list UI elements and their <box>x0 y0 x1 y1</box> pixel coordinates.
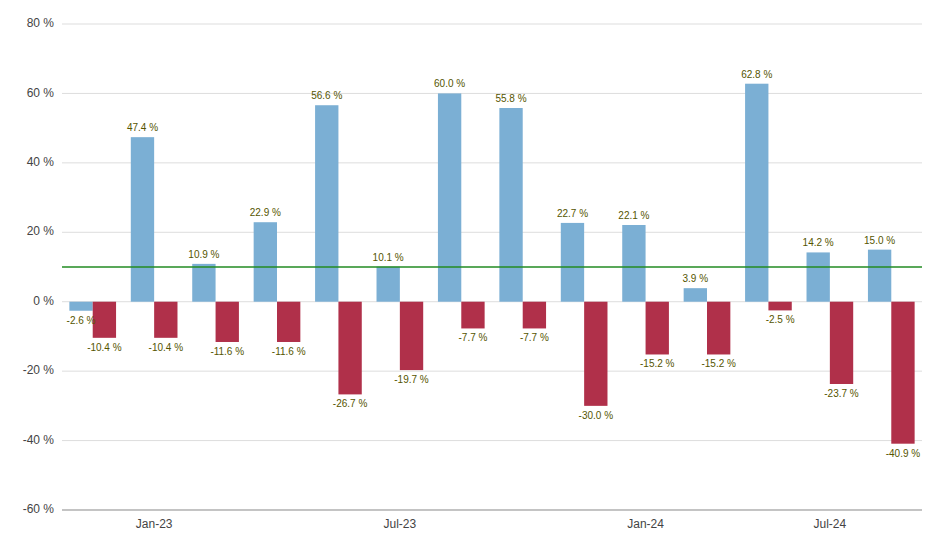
grid-line <box>62 440 922 441</box>
y-tick-label: 60 % <box>27 86 55 100</box>
bar <box>131 137 154 302</box>
bar <box>768 302 791 311</box>
data-label: 14.2 % <box>803 237 834 248</box>
data-label: 22.7 % <box>557 208 588 219</box>
data-label: -15.2 % <box>640 358 675 369</box>
axes: -60 % -40 % -20 % 0 % 20 % 40 % 60 % 80 % Jan-23… <box>23 16 922 531</box>
data-label: -2.6 % <box>67 315 96 326</box>
bar <box>499 108 522 302</box>
bar <box>807 252 830 301</box>
bar <box>461 302 484 329</box>
bars <box>69 84 914 444</box>
grid-line <box>62 232 922 233</box>
bar <box>254 222 277 301</box>
bar <box>315 105 338 301</box>
grid-line <box>62 371 922 372</box>
data-label: 3.9 % <box>683 273 709 284</box>
data-label: -7.7 % <box>520 332 549 343</box>
bar <box>622 225 645 302</box>
bar <box>69 302 92 311</box>
bar <box>745 84 768 302</box>
bar <box>584 302 607 406</box>
y-tick-label: 0 % <box>33 294 54 308</box>
grid <box>62 24 922 510</box>
x-tick-label: Jul-23 <box>384 517 417 531</box>
data-label: 15.0 % <box>864 235 895 246</box>
data-label: -10.4 % <box>87 342 122 353</box>
data-label: 56.6 % <box>311 90 342 101</box>
grid-line <box>62 301 922 302</box>
grid-line <box>62 510 922 511</box>
data-label: 10.9 % <box>188 249 219 260</box>
y-tick-label: -40 % <box>23 433 55 447</box>
bar <box>377 267 400 302</box>
y-tick-label: 80 % <box>27 16 55 30</box>
x-axis-line <box>62 510 922 511</box>
data-label: 62.8 % <box>741 69 772 80</box>
data-label: 55.8 % <box>495 93 526 104</box>
data-label: 60.0 % <box>434 78 465 89</box>
data-labels: -2.6 % 47.4 % 10.9 % 22.9 % 56.6 % 10.1 % 60.0… <box>67 69 921 459</box>
bar <box>216 302 239 342</box>
grid-line <box>62 93 922 94</box>
bar <box>684 288 707 302</box>
bar <box>646 302 669 355</box>
page: {"chart_data": { "type": "bar", "categor… <box>0 0 940 550</box>
bar <box>93 302 116 338</box>
data-label: -30.0 % <box>579 410 614 421</box>
bar <box>891 302 914 444</box>
data-label: -10.4 % <box>149 342 184 353</box>
bar <box>400 302 423 370</box>
data-label: -40.9 % <box>886 448 921 459</box>
chart: -60 % -40 % -20 % 0 % 20 % 40 % 60 % 80 % Jan-23… <box>0 0 940 550</box>
bar <box>192 264 215 302</box>
data-label: -2.5 % <box>766 314 795 325</box>
data-label: -23.7 % <box>824 388 859 399</box>
data-label: -7.7 % <box>459 332 488 343</box>
bar <box>438 93 461 301</box>
data-label: -19.7 % <box>394 374 429 385</box>
bar <box>154 302 177 338</box>
data-label: 22.9 % <box>250 207 281 218</box>
bar <box>338 302 361 395</box>
y-tick-label: 40 % <box>27 155 55 169</box>
bar <box>277 302 300 342</box>
data-label: -11.6 % <box>210 346 244 357</box>
data-label: 22.1 % <box>618 210 649 221</box>
bar <box>868 250 891 302</box>
bar <box>707 302 730 355</box>
data-label: -15.2 % <box>701 358 736 369</box>
bar <box>830 302 853 384</box>
reference-line <box>62 266 922 268</box>
y-tick-label: -20 % <box>23 363 55 377</box>
bar <box>523 302 546 329</box>
data-label: 47.4 % <box>127 122 158 133</box>
data-label: -26.7 % <box>333 398 368 409</box>
grid-line <box>62 24 922 25</box>
data-label: -11.6 % <box>272 346 306 357</box>
grid-line <box>62 162 922 163</box>
x-tick-label: Jul-24 <box>814 517 847 531</box>
x-tick-label: Jan-24 <box>627 517 664 531</box>
data-label: 10.1 % <box>373 252 404 263</box>
y-tick-label: 20 % <box>27 224 55 238</box>
y-tick-label: -60 % <box>23 502 55 516</box>
bar <box>561 223 584 302</box>
x-tick-label: Jan-23 <box>136 517 173 531</box>
